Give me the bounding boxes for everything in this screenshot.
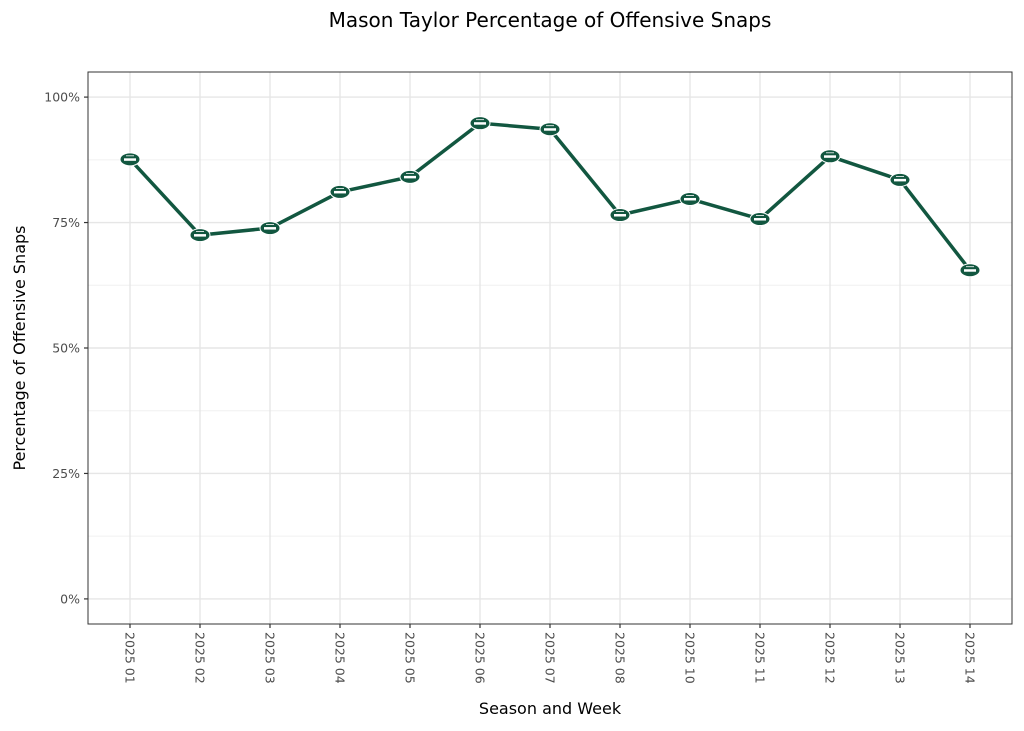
x-tick-label: 2025 10 bbox=[683, 632, 698, 684]
logo-wordmark bbox=[334, 190, 346, 194]
data-point-marker bbox=[329, 184, 351, 199]
y-tick-label: 50% bbox=[52, 341, 80, 356]
x-tick-label: 2025 03 bbox=[263, 632, 278, 684]
x-tick-label: 2025 02 bbox=[193, 632, 208, 684]
data-point-marker bbox=[889, 172, 911, 187]
x-axis: 2025 01 2025 02 2025 03 2025 04 2025 05 2025 … bbox=[123, 624, 978, 684]
logo-wordmark bbox=[894, 178, 906, 182]
x-tick-label: 2025 07 bbox=[543, 632, 558, 684]
x-tick-label: 2025 12 bbox=[823, 632, 838, 684]
data-point-marker bbox=[189, 228, 211, 243]
y-tick-label: 0% bbox=[60, 591, 80, 606]
logo-wordmark bbox=[544, 128, 556, 131]
data-point-marker bbox=[819, 149, 841, 164]
x-tick-label: 2025 11 bbox=[753, 632, 768, 684]
data-point-marker bbox=[259, 221, 281, 236]
y-axis-title: Percentage of Offensive Snaps bbox=[10, 226, 29, 471]
logo-wordmark bbox=[194, 234, 206, 237]
logo-wordmark bbox=[124, 158, 136, 161]
y-tick-label: 25% bbox=[52, 466, 80, 481]
data-point-marker bbox=[749, 212, 771, 227]
data-point-marker bbox=[609, 208, 631, 223]
grid bbox=[88, 72, 1012, 624]
logo-wordmark bbox=[754, 218, 766, 221]
x-tick-label: 2025 01 bbox=[123, 632, 138, 684]
data-point-marker bbox=[399, 169, 421, 184]
x-tick-label: 2025 05 bbox=[403, 632, 418, 684]
chart-title: Mason Taylor Percentage of Offensive Sna… bbox=[329, 8, 772, 32]
x-tick-label: 2025 08 bbox=[613, 632, 628, 684]
data-point-marker bbox=[469, 116, 491, 131]
logo-wordmark bbox=[824, 155, 836, 158]
logo-wordmark bbox=[964, 269, 976, 272]
y-axis: 0% 25% 50% 75% 100% bbox=[44, 90, 88, 606]
logo-wordmark bbox=[474, 122, 486, 125]
y-tick-label: 75% bbox=[52, 215, 80, 230]
data-point-marker bbox=[959, 263, 981, 278]
x-axis-title: Season and Week bbox=[479, 699, 622, 718]
data-point-marker bbox=[679, 191, 701, 206]
x-tick-label: 2025 06 bbox=[473, 632, 488, 684]
x-tick-label: 2025 04 bbox=[333, 632, 348, 684]
series-layer bbox=[119, 116, 981, 278]
data-point-marker bbox=[119, 152, 141, 167]
x-tick-label: 2025 14 bbox=[963, 632, 978, 684]
logo-wordmark bbox=[404, 175, 416, 179]
logo-wordmark bbox=[264, 227, 276, 230]
y-tick-label: 100% bbox=[44, 90, 80, 105]
logo-wordmark bbox=[614, 214, 626, 217]
data-point-marker bbox=[539, 122, 561, 137]
x-tick-label: 2025 13 bbox=[893, 632, 908, 684]
logo-wordmark bbox=[684, 197, 696, 201]
